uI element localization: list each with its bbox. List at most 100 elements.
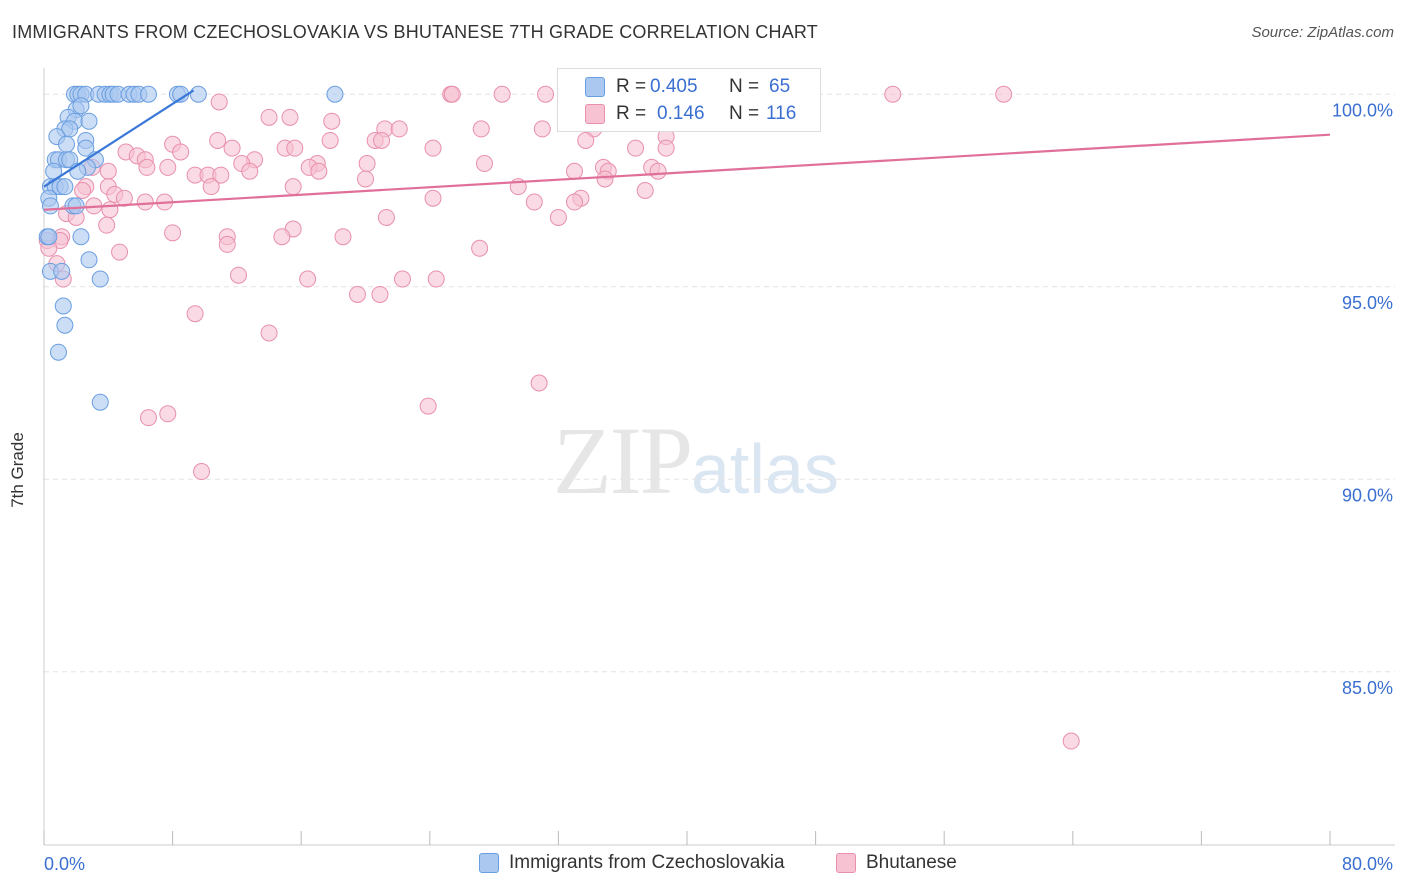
bhutanese-point — [218, 235, 236, 253]
bhutanese-point — [172, 143, 190, 161]
bhutanese-point — [286, 139, 304, 157]
czechoslovakia-point — [49, 343, 67, 361]
bhutanese-point — [193, 463, 211, 481]
bhutanese-point — [424, 139, 442, 157]
bhutanese-point — [627, 139, 645, 157]
czechoslovakia-point — [77, 139, 95, 157]
bhutanese-point — [281, 108, 299, 126]
bhutanese-point — [136, 193, 154, 211]
czechoslovakia-point — [56, 178, 74, 196]
bhutanese-point — [636, 182, 654, 199]
bhutanese-point — [273, 228, 291, 246]
bhutanese-point — [210, 93, 228, 111]
y-tick-label: 85.0% — [1342, 678, 1393, 698]
bhutanese-point — [565, 162, 583, 180]
bhutanese-point — [393, 270, 411, 288]
pink-swatch — [585, 104, 605, 124]
bhutanese-point — [223, 139, 241, 157]
bhutanese-point — [260, 108, 278, 126]
n-label: N = — [729, 103, 760, 124]
bhutanese-point — [549, 208, 567, 226]
bhutanese-point — [525, 193, 543, 211]
bhutanese-point — [596, 170, 614, 188]
x-tick-label: 0.0% — [44, 854, 85, 874]
czechoslovakia-point — [56, 316, 74, 334]
n-value: 65 — [769, 76, 791, 97]
watermark-zip: ZIP — [553, 407, 693, 514]
n-value: 116 — [766, 103, 797, 124]
bhutanese-point — [164, 224, 182, 242]
bhutanese-point — [443, 85, 461, 103]
bhutanese-point — [202, 178, 220, 196]
bhutanese-point — [475, 155, 493, 173]
y-tick-label: 95.0% — [1342, 293, 1393, 313]
blue-swatch — [585, 77, 605, 97]
bhutanese-point — [427, 270, 445, 288]
x-tick-label: 80.0% — [1342, 854, 1393, 874]
stats-legend: R = 0.405 N = 65 R = 0.146 N = 116 — [557, 68, 821, 132]
bhutanese-trend-line — [43, 133, 1331, 211]
bhutanese-point — [995, 85, 1013, 103]
bhutanese-point — [139, 409, 157, 427]
bhutanese-point — [657, 139, 675, 157]
bhutanese-point — [471, 239, 489, 257]
legend-label: Immigrants from Czechoslovakia — [509, 852, 785, 873]
bhutanese-point — [299, 270, 317, 288]
bhutanese-point — [101, 201, 119, 219]
n-label: N = — [729, 76, 760, 97]
watermark: ZIPatlas — [553, 405, 839, 516]
bhutanese-point — [537, 85, 555, 103]
bhutanese-point — [74, 182, 92, 199]
czechoslovakia-point — [80, 112, 98, 130]
czechoslovakia-point — [54, 297, 72, 315]
bhutanese-point — [530, 374, 548, 392]
czechoslovakia-point — [91, 393, 109, 411]
bottom-legend: Immigrants from Czechoslovakia Bhutanese — [0, 852, 1406, 878]
czechoslovakia-point — [61, 151, 79, 169]
czechoslovakia-point — [58, 135, 76, 153]
chart-title: IMMIGRANTS FROM CZECHOSLOVAKIA VS BHUTAN… — [12, 22, 818, 42]
czechoslovakia-point — [139, 85, 157, 103]
r-label: R = — [616, 103, 647, 124]
bhutanese-point — [371, 285, 389, 303]
czechoslovakia-point — [41, 197, 59, 215]
y-tick-label: 100.0% — [1332, 100, 1393, 120]
bhutanese-point — [493, 85, 511, 103]
bhutanese-point — [649, 162, 667, 180]
czechoslovakia-trend-line — [43, 89, 195, 188]
czechoslovakia-point — [326, 85, 344, 103]
r-value: 0.405 — [650, 76, 698, 97]
bhutanese-point — [212, 166, 230, 184]
bhutanese-point — [358, 155, 376, 173]
bhutanese-point — [98, 216, 116, 234]
bhutanese-point — [323, 112, 341, 130]
bhutanese-point — [377, 208, 395, 226]
legend-item-czechoslovakia[interactable]: Immigrants from Czechoslovakia — [479, 852, 785, 874]
bhutanese-point — [321, 131, 339, 149]
czechoslovakia-point — [53, 262, 71, 280]
bhutanese-point — [472, 120, 490, 138]
bhutanese-point — [241, 162, 259, 180]
r-label: R = — [616, 76, 647, 97]
bhutanese-point — [334, 228, 352, 246]
czechoslovakia-point — [72, 228, 90, 246]
legend-label: Bhutanese — [866, 852, 957, 873]
czechoslovakia-point — [40, 228, 58, 246]
stats-row-czechoslovakia: R = 0.405 N = 65 — [558, 74, 820, 100]
czechoslovakia-point — [189, 85, 207, 103]
bhutanese-point — [373, 131, 391, 149]
stats-row-bhutanese: R = 0.146 N = 116 — [558, 101, 820, 127]
bhutanese-point — [884, 85, 902, 103]
bhutanese-point — [230, 266, 248, 284]
bhutanese-point — [419, 397, 437, 415]
bhutanese-point — [565, 193, 583, 211]
bhutanese-point — [348, 285, 366, 303]
y-tick-label: 90.0% — [1342, 485, 1393, 505]
legend-item-bhutanese[interactable]: Bhutanese — [836, 852, 957, 874]
bhutanese-point — [111, 243, 129, 261]
czechoslovakia-point — [67, 197, 85, 215]
legend-swatch-blue — [479, 853, 499, 873]
czechoslovakia-point — [72, 97, 90, 115]
watermark-atlas: atlas — [691, 430, 839, 508]
